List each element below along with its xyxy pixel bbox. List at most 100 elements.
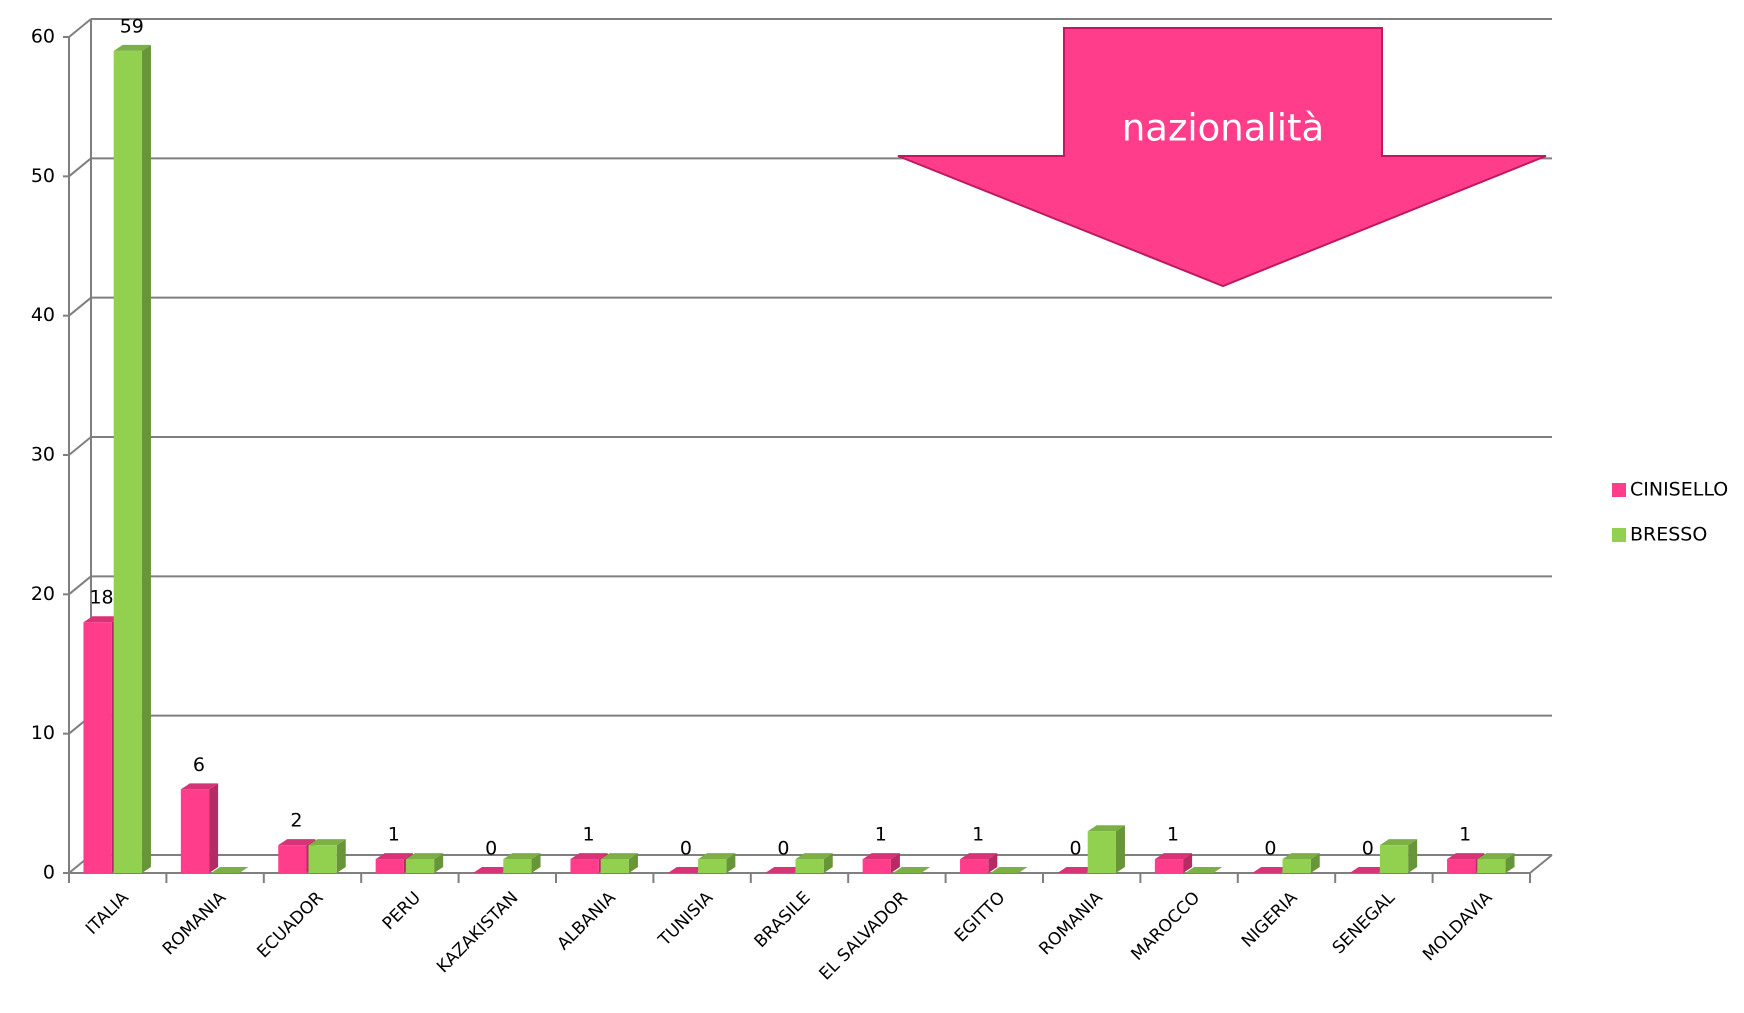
bar-top <box>1154 853 1193 860</box>
bar-top <box>600 853 638 860</box>
y-tick-label: 40 <box>31 304 55 326</box>
y-tick-label: 60 <box>31 26 55 48</box>
bar-side <box>531 853 541 873</box>
legend-swatch <box>1612 528 1626 542</box>
annotation-arrow <box>897 27 1547 288</box>
legend-label: CINISELLO <box>1630 479 1728 501</box>
x-tick-label: EGITTO <box>951 888 1010 947</box>
bar <box>503 859 532 873</box>
data-label: 2 <box>290 810 302 832</box>
bar-side <box>890 853 900 873</box>
bar-side <box>1310 853 1320 873</box>
bar-top <box>405 853 444 860</box>
bar-top <box>211 867 249 873</box>
bar <box>1282 859 1311 873</box>
bar <box>405 859 435 873</box>
bar-side <box>1505 853 1515 873</box>
bar-top <box>1087 825 1125 832</box>
bar <box>180 789 210 873</box>
bar-top <box>1252 867 1290 873</box>
x-tick-label: ROMANIA <box>1035 888 1107 960</box>
grid-line <box>68 575 92 596</box>
legend-label: BRESSO <box>1630 524 1707 546</box>
bar <box>1379 845 1409 873</box>
data-label: 1 <box>1167 824 1179 846</box>
bar <box>278 845 307 873</box>
bar-top <box>113 44 151 51</box>
bar-top <box>1349 867 1387 873</box>
data-label: 59 <box>120 15 144 37</box>
bar-top <box>862 853 900 860</box>
grid-line <box>68 18 92 38</box>
bar-top <box>503 853 541 860</box>
x-tick-label: PERU <box>379 888 425 934</box>
data-label: 1 <box>388 824 400 846</box>
bar-top <box>83 616 121 623</box>
bar-side <box>209 783 219 873</box>
data-label: 0 <box>485 838 497 860</box>
bar-top <box>473 867 511 873</box>
data-label: 1 <box>875 824 887 846</box>
bar <box>600 859 629 873</box>
bar-top <box>1447 853 1485 860</box>
bar-side <box>988 853 998 873</box>
bar <box>375 859 404 873</box>
x-tick-label: MOLDAVIA <box>1419 888 1496 965</box>
bar-top <box>180 783 219 790</box>
bar <box>862 859 891 873</box>
x-tick-label: ALBANIA <box>553 888 620 955</box>
bar-top <box>667 867 706 873</box>
bar <box>113 50 142 873</box>
data-label: 18 <box>89 587 113 609</box>
x-tick-label: ROMANIA <box>159 888 231 960</box>
bar-top <box>1477 853 1515 860</box>
x-tick-label: NIGERIA <box>1238 888 1302 952</box>
data-label: 1 <box>583 824 595 846</box>
data-label: 6 <box>193 754 205 776</box>
bar-top <box>795 853 833 860</box>
grid-line <box>68 296 92 317</box>
bar-side <box>141 44 151 873</box>
bar-top <box>1185 867 1223 873</box>
bar <box>83 622 112 873</box>
annotation: nazionalità <box>1122 107 1324 150</box>
bar-side <box>434 853 444 873</box>
bar-side <box>628 853 638 873</box>
bar <box>1447 859 1476 873</box>
x-tick-label: ECUADOR <box>253 888 327 962</box>
bar-top <box>278 839 316 846</box>
bar-top <box>990 867 1028 873</box>
bar <box>570 859 599 873</box>
bar <box>1154 859 1184 873</box>
bar-top <box>960 853 998 860</box>
bar <box>308 845 337 873</box>
bar-top <box>1282 853 1320 860</box>
grid-line <box>68 157 92 178</box>
bar-side <box>823 853 833 873</box>
bar <box>1087 831 1116 873</box>
bar-top <box>698 853 736 860</box>
bar-side <box>726 853 736 873</box>
bar-top <box>1057 867 1095 873</box>
bar-side <box>1183 853 1193 873</box>
x-tick-label: SENEGAL <box>1329 888 1400 959</box>
bar-side <box>1115 825 1125 873</box>
bar-top <box>1379 839 1418 846</box>
bar-top <box>765 867 803 873</box>
y-tick-label: 20 <box>31 583 55 605</box>
y-tick-label: 0 <box>43 862 55 884</box>
legend-swatch <box>1612 483 1626 497</box>
x-tick-label: BRASILE <box>751 888 815 952</box>
x-tick-label: TUNISIA <box>654 888 717 951</box>
data-label: 0 <box>1264 838 1276 860</box>
y-tick-label: 50 <box>31 165 55 187</box>
bar <box>960 859 989 873</box>
data-label: 0 <box>777 838 789 860</box>
bar-top <box>308 839 346 846</box>
axis-line <box>1529 854 1553 874</box>
data-label: 0 <box>680 838 692 860</box>
x-tick-label: MAROCCO <box>1127 888 1204 965</box>
bar <box>1477 859 1506 873</box>
x-tick-label: ITALIA <box>82 888 133 939</box>
bar-top <box>375 853 413 860</box>
